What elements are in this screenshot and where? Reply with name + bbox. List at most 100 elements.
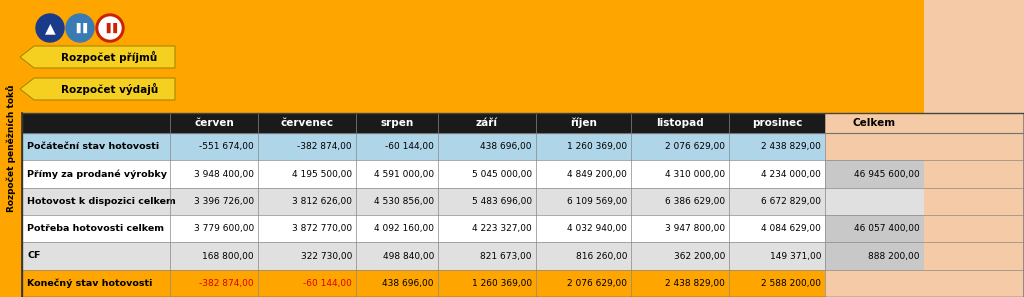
- Bar: [631, 133, 729, 160]
- Bar: [631, 160, 729, 188]
- Bar: [729, 160, 825, 188]
- Bar: [729, 188, 825, 215]
- Text: 46 945 600,00: 46 945 600,00: [854, 170, 920, 178]
- Bar: [438, 270, 536, 297]
- Text: 2 076 629,00: 2 076 629,00: [567, 279, 627, 288]
- Text: 2 438 829,00: 2 438 829,00: [761, 142, 821, 151]
- Text: 4 032 940,00: 4 032 940,00: [567, 224, 627, 233]
- Circle shape: [36, 14, 63, 42]
- Bar: [825, 188, 924, 215]
- Text: Rozpočet příjmů: Rozpočet příjmů: [61, 51, 158, 63]
- Bar: [356, 215, 438, 242]
- Text: 438 696,00: 438 696,00: [383, 279, 434, 288]
- Text: listopad: listopad: [656, 118, 703, 128]
- Circle shape: [99, 17, 121, 39]
- Bar: [438, 215, 536, 242]
- Text: 46 057 400,00: 46 057 400,00: [854, 224, 920, 233]
- Text: 816 260,00: 816 260,00: [575, 252, 627, 260]
- Text: -382 874,00: -382 874,00: [200, 279, 254, 288]
- Text: Přímy za prodané výrobky: Přímy za prodané výrobky: [27, 169, 167, 179]
- Bar: [170, 242, 258, 270]
- Text: Počáteční stav hotovosti: Počáteční stav hotovosti: [27, 142, 159, 151]
- Bar: [356, 133, 438, 160]
- Bar: [22, 188, 170, 215]
- Text: 362 200,00: 362 200,00: [674, 252, 725, 260]
- Bar: [631, 215, 729, 242]
- Text: 4 591 000,00: 4 591 000,00: [374, 170, 434, 178]
- Bar: [825, 160, 924, 188]
- Text: září: září: [476, 118, 498, 128]
- Text: -551 674,00: -551 674,00: [200, 142, 254, 151]
- Bar: [825, 270, 924, 297]
- Text: -60 144,00: -60 144,00: [385, 142, 434, 151]
- Text: červen: červen: [195, 118, 233, 128]
- Bar: [170, 133, 258, 160]
- Text: -60 144,00: -60 144,00: [303, 279, 352, 288]
- Text: Celkem: Celkem: [853, 118, 896, 128]
- Text: 1 260 369,00: 1 260 369,00: [472, 279, 532, 288]
- Bar: [0, 0, 22, 297]
- Text: Konečný stav hotovosti: Konečný stav hotovosti: [27, 279, 153, 288]
- Bar: [22, 133, 170, 160]
- Bar: [356, 270, 438, 297]
- Text: 2 076 629,00: 2 076 629,00: [665, 142, 725, 151]
- Bar: [825, 133, 924, 160]
- Text: 4 223 327,00: 4 223 327,00: [472, 224, 532, 233]
- Text: 322 730,00: 322 730,00: [301, 252, 352, 260]
- Bar: [825, 242, 924, 270]
- Text: 5 483 696,00: 5 483 696,00: [472, 197, 532, 206]
- Bar: [258, 160, 356, 188]
- Text: 2 438 829,00: 2 438 829,00: [666, 279, 725, 288]
- Bar: [22, 113, 924, 133]
- Text: 4 195 500,00: 4 195 500,00: [292, 170, 352, 178]
- Text: 3 947 800,00: 3 947 800,00: [665, 224, 725, 233]
- Text: 3 396 726,00: 3 396 726,00: [194, 197, 254, 206]
- Polygon shape: [20, 46, 175, 68]
- Bar: [536, 160, 631, 188]
- Bar: [258, 215, 356, 242]
- Text: prosinec: prosinec: [752, 118, 802, 128]
- Text: CF: CF: [27, 252, 41, 260]
- Bar: [356, 242, 438, 270]
- Bar: [825, 215, 924, 242]
- Bar: [170, 188, 258, 215]
- Text: 3 812 626,00: 3 812 626,00: [292, 197, 352, 206]
- Bar: [536, 242, 631, 270]
- Bar: [22, 160, 170, 188]
- Text: 4 310 000,00: 4 310 000,00: [665, 170, 725, 178]
- Text: ▲: ▲: [45, 21, 55, 35]
- Text: 6 386 629,00: 6 386 629,00: [665, 197, 725, 206]
- Text: Potřeba hotovosti celkem: Potřeba hotovosti celkem: [27, 224, 164, 233]
- Text: 498 840,00: 498 840,00: [383, 252, 434, 260]
- Circle shape: [66, 14, 94, 42]
- Text: Rozpočet peněžních toků: Rozpočet peněžních toků: [6, 85, 16, 212]
- Bar: [729, 242, 825, 270]
- Text: 3 779 600,00: 3 779 600,00: [194, 224, 254, 233]
- Text: 4 084 629,00: 4 084 629,00: [761, 224, 821, 233]
- Text: Rozpočet výdajů: Rozpočet výdajů: [60, 83, 158, 95]
- Text: 3 872 770,00: 3 872 770,00: [292, 224, 352, 233]
- Text: 3 948 400,00: 3 948 400,00: [194, 170, 254, 178]
- Bar: [729, 133, 825, 160]
- Circle shape: [96, 14, 124, 42]
- Bar: [22, 270, 170, 297]
- Bar: [536, 133, 631, 160]
- Text: 4 092 160,00: 4 092 160,00: [374, 224, 434, 233]
- Text: 149 371,00: 149 371,00: [769, 252, 821, 260]
- Bar: [258, 270, 356, 297]
- Bar: [438, 133, 536, 160]
- Bar: [170, 160, 258, 188]
- Text: Hotovost k dispozici celkem: Hotovost k dispozici celkem: [27, 197, 176, 206]
- Bar: [924, 0, 1024, 297]
- Bar: [536, 188, 631, 215]
- Text: 821 673,00: 821 673,00: [480, 252, 532, 260]
- Text: 5 045 000,00: 5 045 000,00: [472, 170, 532, 178]
- Text: ▐▐: ▐▐: [73, 23, 87, 33]
- Polygon shape: [20, 78, 175, 100]
- Text: 4 849 200,00: 4 849 200,00: [567, 170, 627, 178]
- Bar: [170, 215, 258, 242]
- Bar: [258, 242, 356, 270]
- Text: 6 109 569,00: 6 109 569,00: [566, 197, 627, 206]
- Text: 168 800,00: 168 800,00: [203, 252, 254, 260]
- Text: -382 874,00: -382 874,00: [297, 142, 352, 151]
